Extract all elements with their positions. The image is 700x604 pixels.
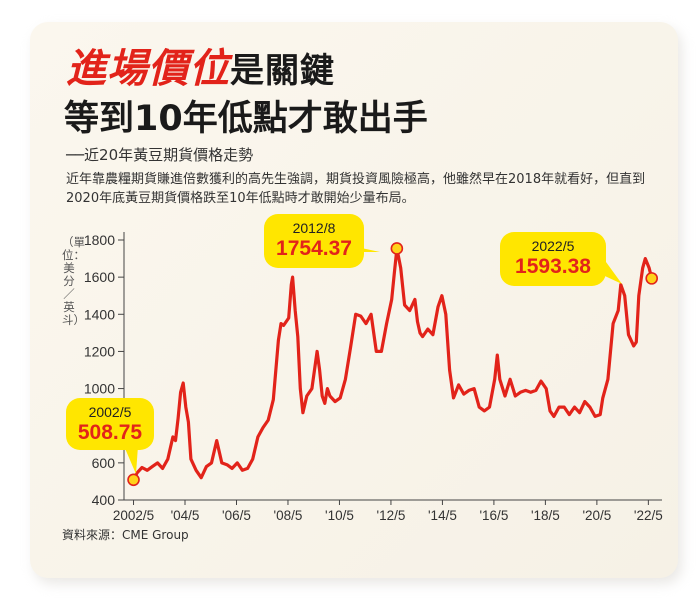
data-point-marker [390, 242, 404, 255]
x-tick-label: '22/5 [634, 508, 663, 523]
chart-subtitle: ──近20年黃豆期貨價格走勢 [66, 146, 254, 164]
x-tick-label: '04/5 [171, 508, 200, 523]
series-line [131, 246, 654, 482]
source-note: 資料來源：CME Group [62, 528, 189, 542]
y-tick-label: 1200 [84, 343, 115, 359]
title-rest: 是關鍵 [230, 51, 335, 91]
x-tick-label: '10/5 [325, 508, 354, 523]
x-tick-label: 2002/5 [113, 508, 154, 523]
callout-date: 2012/8 [292, 220, 336, 236]
x-tick-label: '16/5 [479, 508, 508, 523]
y-tick-label: 1400 [84, 306, 115, 322]
callout-date: 2022/5 [531, 238, 575, 254]
y-tick-label: 600 [92, 455, 116, 471]
chart-description: 近年靠農糧期貨賺進倍數獲利的高先生強調，期貨投資風險極高，他雖然早在2018年就… [66, 172, 646, 206]
x-tick-label: '12/5 [377, 508, 406, 523]
y-tick-label: 1800 [84, 232, 115, 248]
y-tick-label: 1000 [84, 381, 115, 397]
callout-pointer [124, 446, 138, 474]
x-tick-label: '14/5 [428, 508, 457, 523]
y-tick-label: 400 [92, 492, 116, 508]
callout-value: 1593.38 [515, 255, 591, 278]
callout-2022: 2022/5 1593.38 [500, 232, 606, 286]
data-point-marker [645, 272, 659, 285]
x-tick-label: '18/5 [531, 508, 560, 523]
chart-card [30, 22, 678, 578]
page-title: 進場價位是關鍵 [66, 46, 335, 94]
page-title-line2: 等到10年低點才敢出手 [64, 99, 428, 139]
callout-value: 1754.37 [276, 237, 352, 260]
data-point-marker [127, 473, 140, 487]
callout-peak-2012: 2012/8 1754.37 [264, 214, 364, 268]
callout-date: 2002/5 [88, 404, 132, 420]
x-tick-label: '08/5 [274, 508, 303, 523]
x-tick-label: '20/5 [582, 508, 611, 523]
y-tick-label: 1600 [84, 269, 115, 285]
callout-value: 508.75 [77, 421, 143, 444]
title-highlight: 進場價位 [66, 46, 230, 92]
callout-2002: 2002/5 508.75 [66, 398, 154, 450]
x-tick-label: '06/5 [222, 508, 251, 523]
